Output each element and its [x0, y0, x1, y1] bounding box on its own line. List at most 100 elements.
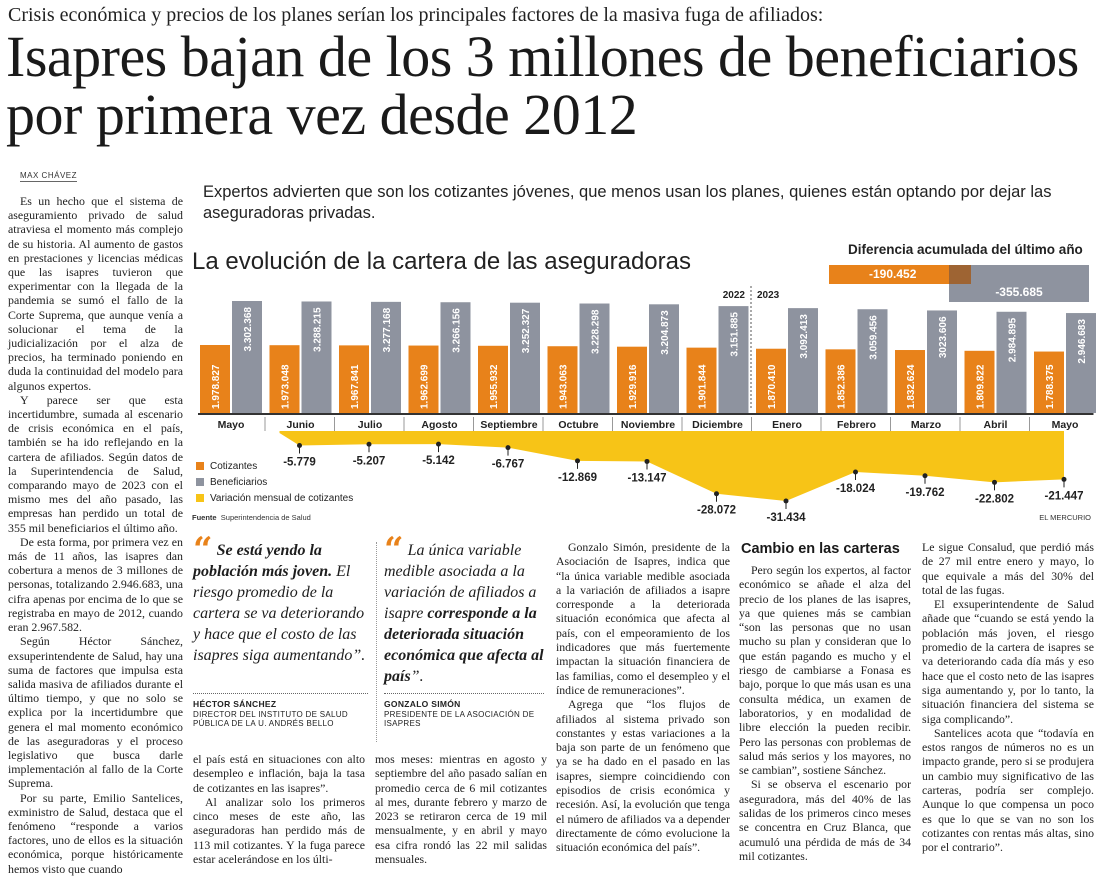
bar-cotizantes	[617, 346, 647, 413]
month-separator	[334, 417, 335, 431]
cotizantes-label: 1.901.844	[698, 364, 709, 409]
variation-label: -19.762	[905, 487, 944, 499]
beneficiarios-label: 3.288.215	[313, 307, 324, 352]
month-label: Junio	[287, 419, 315, 431]
variation-label: -12.869	[558, 472, 597, 484]
paragraph: El exsuperintendente de Salud añade que …	[922, 597, 1094, 726]
month-label: Octubre	[558, 419, 598, 431]
bar-beneficiarios	[649, 304, 679, 413]
month-separator	[890, 417, 891, 431]
column-5: Pero según los expertos, al factor econó…	[739, 563, 911, 863]
bar-cotizantes	[339, 345, 369, 413]
bar-cotizantes	[1034, 351, 1064, 413]
paragraph: Le sigue Consalud, que perdió más de 27 …	[922, 540, 1094, 597]
quote-2-attribution: GONZALO SIMÓN PRESIDENTE DE LA ASOCIACIÓ…	[384, 699, 549, 729]
column-6: Le sigue Consalud, que perdió más de 27 …	[922, 540, 1094, 855]
month-label: Marzo	[911, 419, 941, 431]
quote-1-name: HÉCTOR SÁNCHEZ	[193, 699, 277, 709]
variation-label: -21.447	[1044, 490, 1083, 502]
beneficiarios-label: 3.204.873	[660, 310, 671, 355]
variation-label: -5.142	[422, 455, 455, 467]
paragraph: Y parece ser que esta incertidumbre, sum…	[8, 392, 183, 535]
column-2-continuation: el país está en situaciones con alto des…	[193, 752, 365, 866]
beneficiarios-label: 3.277.168	[382, 307, 393, 352]
column-4: Gonzalo Simón, presidente de la Asociaci…	[556, 540, 730, 855]
bar-beneficiarios	[857, 309, 888, 413]
variation-point	[366, 441, 372, 447]
month-separator	[264, 417, 266, 431]
paragraph: De esta forma, por primera vez en más de…	[8, 534, 183, 635]
quote-mark-icon: “	[193, 530, 213, 570]
beneficiarios-label: 3.302.368	[243, 307, 254, 352]
quote-2-bold: corresponde a la deteriorada situación e…	[384, 605, 544, 685]
month-separator	[959, 417, 961, 431]
month-separator	[403, 417, 405, 431]
month-separator	[820, 417, 822, 431]
bar-beneficiarios	[301, 301, 332, 413]
chart-plot: 1.978.827 3.302.368 Mayo 1.973.048 3.288.215…	[198, 286, 1096, 524]
legend-swatch-variacion	[196, 494, 204, 502]
year-label-2022: 2022	[723, 290, 746, 301]
cotizantes-label: 1.943.063	[559, 364, 570, 409]
paragraph: Según Héctor Sánchez, exsuperintendente …	[8, 634, 183, 791]
bar-cotizantes	[825, 349, 856, 413]
quote-1-divider	[193, 693, 368, 694]
beneficiarios-label: 3.092.413	[799, 314, 810, 359]
beneficiarios-label: 3.151.885	[730, 312, 741, 357]
legend-swatch-beneficiarios	[196, 478, 204, 486]
beneficiarios-label: 3.059.456	[869, 315, 880, 360]
bar-beneficiarios	[371, 301, 401, 413]
variation-label: -6.767	[492, 459, 525, 471]
bar-beneficiarios	[718, 306, 749, 413]
chart: La evolución de la cartera de las asegur…	[192, 240, 1097, 525]
month-label: Mayo	[218, 419, 245, 431]
quote-2-text: La única variable medible asociada a la …	[384, 542, 537, 622]
month-label: Enero	[772, 419, 802, 431]
paragraph: Por su parte, Emilio Santelices, exminis…	[8, 790, 183, 876]
bar-cotizantes	[200, 345, 230, 413]
bar-beneficiarios	[927, 310, 957, 413]
month-label: Diciembre	[692, 419, 743, 431]
legend-label: Variación mensual de cotizantes	[210, 492, 354, 504]
paragraph: Si se observa el escenario por asegurado…	[739, 777, 911, 863]
beneficiarios-label: 3023.606	[938, 316, 949, 358]
bar-cotizantes	[686, 347, 717, 413]
bar-cotizantes	[478, 345, 508, 413]
month-separator	[681, 417, 683, 431]
paragraph: Es un hecho que el sistema de aseguramie…	[8, 194, 183, 393]
bar-beneficiarios	[579, 303, 610, 413]
month-label: Agosto	[421, 419, 457, 431]
chart-title: La evolución de la cartera de las asegur…	[192, 248, 691, 275]
beneficiarios-label: 2.946.683	[1077, 319, 1088, 364]
month-label: Noviembre	[621, 419, 675, 431]
month-separator	[751, 417, 752, 431]
cotizantes-label: 1.809.822	[976, 364, 987, 409]
diff-bar-cotizantes: -190.452	[829, 265, 949, 284]
beneficiarios-label: 3.252.327	[521, 308, 532, 353]
bar-cotizantes	[547, 346, 578, 413]
headline: Isapres bajan de los 3 millones de benef…	[6, 24, 1079, 147]
legend-cotizantes: Cotizantes	[196, 458, 353, 474]
beneficiarios-label: 3.266.156	[452, 308, 463, 353]
diff-bar-beneficiarios: -355.685	[949, 265, 1089, 302]
cotizantes-label: 1.973.048	[281, 364, 292, 409]
variation-point	[436, 441, 441, 447]
quote-mark-icon: “	[384, 530, 404, 570]
month-label: Febrero	[837, 419, 876, 431]
quote-1-role: DIRECTOR DEL INSTITUTO DE SALUD PÚBLICA …	[193, 709, 348, 729]
bar-cotizantes	[408, 345, 439, 413]
quote-2-divider	[384, 693, 544, 694]
byline: MAX CHÁVEZ	[20, 171, 78, 182]
legend-variacion: Variación mensual de cotizantes	[196, 490, 353, 506]
variation-label: -5.779	[283, 457, 316, 469]
cotizantes-label: 1.929.916	[628, 364, 639, 409]
cotizantes-label: 1.955.932	[489, 364, 500, 409]
article-kicker: Crisis económica y precios de los planes…	[8, 4, 824, 26]
source-text: Superintendencia de Salud	[220, 513, 311, 522]
paragraph: mos meses: mientras en agosto y septiemb…	[375, 752, 547, 867]
paragraph: Al analizar solo los primeros cinco mese…	[193, 794, 365, 867]
variation-label: -31.434	[766, 512, 806, 524]
bar-beneficiarios	[996, 311, 1027, 413]
variation-baseline	[279, 431, 1064, 433]
legend-beneficiarios: Beneficiarios	[196, 474, 353, 490]
